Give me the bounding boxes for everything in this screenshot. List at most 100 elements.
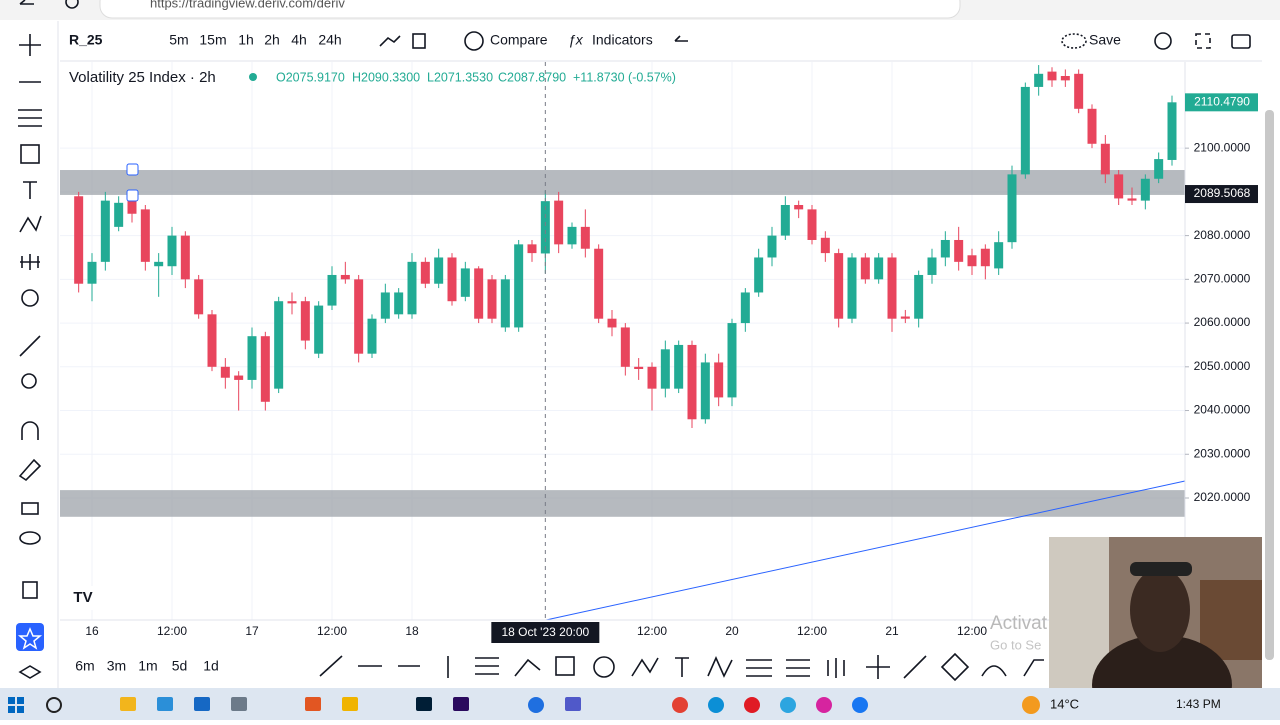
- price-zone[interactable]: [60, 490, 1185, 517]
- cloud-icon: [1061, 33, 1087, 49]
- trend-line[interactable]: [545, 480, 1186, 621]
- interval-button[interactable]: 5m: [169, 32, 188, 48]
- undo-icon[interactable]: [674, 35, 688, 42]
- price-zone[interactable]: [60, 170, 1185, 195]
- y-tick-label: 2030.0000: [1194, 446, 1251, 460]
- candle-body: [1127, 198, 1137, 201]
- candle-body: [660, 349, 670, 389]
- candle-body: [460, 268, 470, 297]
- candle-body: [567, 226, 577, 245]
- candle-body: [834, 253, 844, 319]
- candle-body: [127, 200, 137, 214]
- fx-icon: ƒx: [568, 32, 584, 48]
- candle-body: [580, 226, 590, 249]
- candle-body: [1034, 73, 1044, 87]
- candle-body: [847, 257, 857, 319]
- candle-body: [514, 244, 524, 328]
- bars-icon[interactable]: [412, 33, 426, 49]
- candle-body: [754, 257, 764, 293]
- candle-body: [780, 204, 790, 236]
- candle-body: [860, 257, 870, 280]
- candle-body: [714, 362, 724, 398]
- x-tick-label: 12:00: [317, 624, 347, 638]
- candle-body: [1100, 143, 1110, 175]
- compare-icon[interactable]: [464, 31, 484, 51]
- snapshot-icon[interactable]: [1231, 34, 1251, 49]
- interval-button[interactable]: 15m: [199, 32, 226, 48]
- range-button[interactable]: 5d: [172, 658, 188, 674]
- zone-handle[interactable]: [126, 189, 139, 202]
- range-button[interactable]: 6m: [75, 658, 94, 674]
- favorites-button[interactable]: [16, 623, 44, 651]
- url: https://tradingview.deriv.com/deriv: [150, 0, 345, 10]
- x-tick-label: 17: [245, 624, 259, 638]
- candle-body: [874, 257, 884, 280]
- symbol[interactable]: R_25: [69, 32, 103, 48]
- interval-button[interactable]: 2h: [264, 32, 280, 48]
- chart-title: Volatility 25 Index · 2h: [69, 69, 216, 86]
- ohlc-value: +11.8730 (-0.57%): [573, 70, 676, 84]
- left-toolbar: [0, 21, 58, 688]
- candle-body: [447, 257, 457, 302]
- candle-body: [500, 279, 510, 328]
- candle-body: [794, 204, 804, 210]
- candle-body: [687, 344, 697, 420]
- candle-body: [967, 255, 977, 267]
- candle-body: [194, 279, 204, 315]
- candle-body: [140, 209, 150, 262]
- interval-button[interactable]: 4h: [291, 32, 307, 48]
- candle-body: [74, 196, 84, 284]
- scrollbar[interactable]: [1265, 110, 1274, 660]
- candle-body: [1114, 174, 1124, 199]
- interval-button[interactable]: 24h: [318, 32, 341, 48]
- reload-icon[interactable]: [65, 0, 79, 9]
- candle-body: [927, 257, 937, 275]
- chart-style-icon[interactable]: [379, 35, 401, 47]
- save-button[interactable]: Save: [1089, 32, 1121, 48]
- x-tick-label: 12:00: [797, 624, 827, 638]
- crosshair-label: 18 Oct '23 20:00: [501, 625, 589, 639]
- candle-body: [594, 248, 604, 319]
- fullscreen-icon[interactable]: [1195, 33, 1211, 49]
- candle-body: [807, 209, 817, 240]
- candle-body: [1140, 178, 1150, 201]
- compare-button[interactable]: Compare: [490, 32, 548, 48]
- settings-icon[interactable]: [1154, 32, 1172, 50]
- candle-body: [1047, 71, 1057, 81]
- drawing-icons[interactable]: [319, 652, 1044, 682]
- taskbar-icons[interactable]: [8, 696, 1040, 714]
- zone-price-label: 2089.5068: [1194, 186, 1251, 200]
- candle-body: [620, 327, 630, 367]
- interval-button[interactable]: 1h: [238, 32, 254, 48]
- range-button[interactable]: 3m: [107, 658, 126, 674]
- candle-body: [100, 200, 110, 262]
- candle-body: [474, 268, 484, 319]
- candle-body: [1087, 108, 1097, 144]
- candle-body: [274, 301, 284, 389]
- range-button[interactable]: 1m: [138, 658, 157, 674]
- activation-watermark: Activat: [990, 613, 1048, 634]
- address-bar[interactable]: [99, 0, 961, 19]
- market-status: [249, 73, 257, 81]
- candle-body: [154, 261, 164, 267]
- tool-icons[interactable]: [18, 34, 42, 679]
- y-tick-label: 2100.0000: [1194, 140, 1251, 154]
- x-tick-label: 12:00: [957, 624, 987, 638]
- back-icon[interactable]: [19, 0, 34, 5]
- candle-body: [87, 261, 97, 284]
- range-button[interactable]: 1d: [203, 658, 219, 674]
- candle-body: [914, 274, 924, 319]
- candle-body: [900, 316, 910, 319]
- x-tick-label: 16: [85, 624, 99, 638]
- taskbar: [0, 688, 1280, 720]
- candle-body: [1154, 159, 1164, 179]
- candle-body: [487, 279, 497, 319]
- indicators-button[interactable]: Indicators: [592, 32, 653, 48]
- candle-body: [527, 244, 537, 254]
- zone-handle[interactable]: [126, 163, 139, 176]
- logo[interactable]: [66, 586, 100, 610]
- y-tick-label: 2020.0000: [1194, 490, 1251, 504]
- candle-body: [767, 235, 777, 258]
